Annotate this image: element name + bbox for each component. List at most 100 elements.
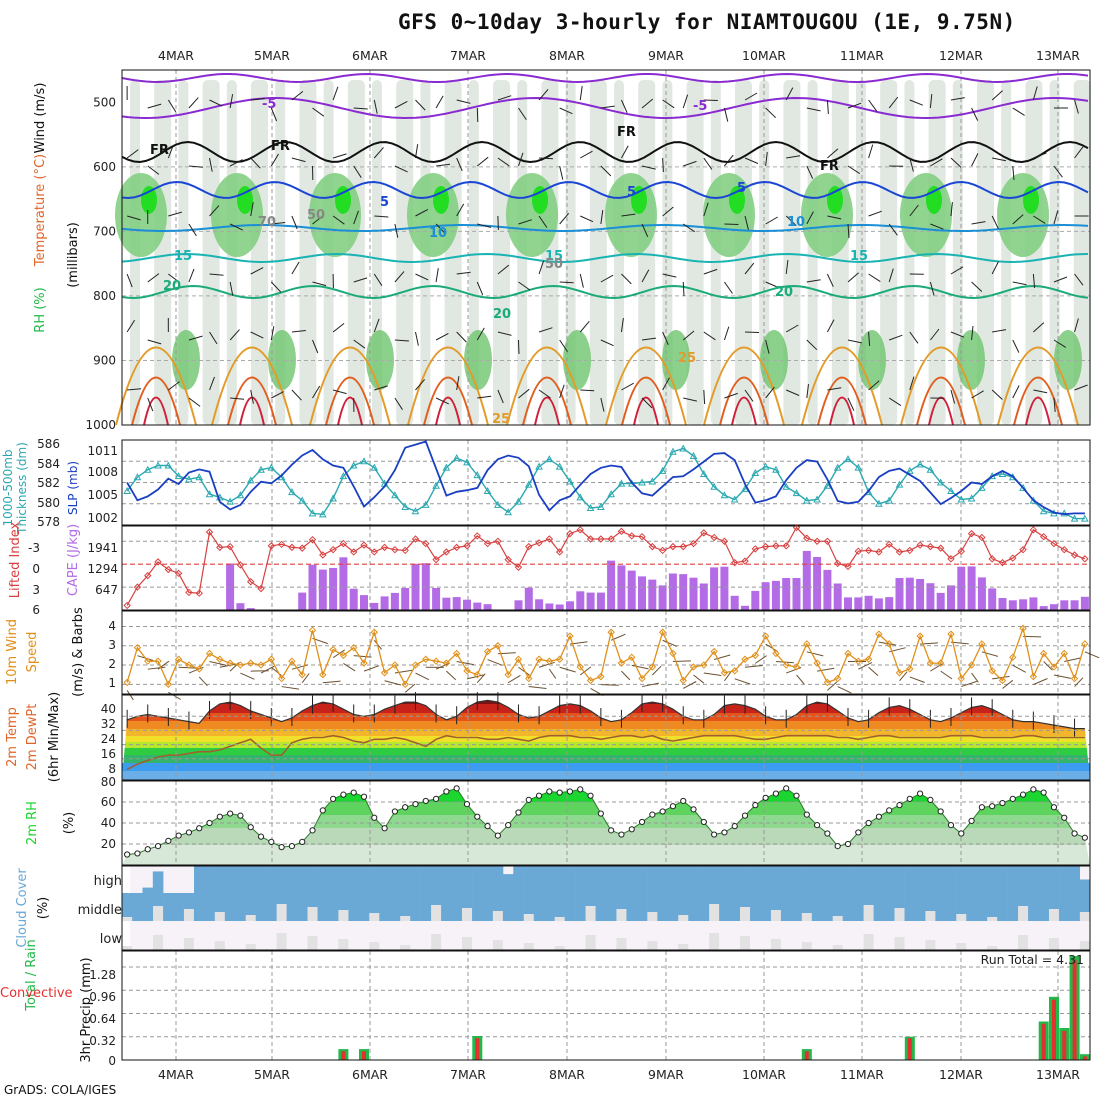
cloud-middle-bar — [544, 893, 555, 921]
cloud-high-bar — [564, 866, 576, 893]
lifted-index-marker — [792, 523, 801, 532]
wind-barb — [641, 269, 650, 283]
surface-wind-barb — [651, 665, 662, 676]
thickness-marker — [566, 477, 574, 485]
thickness-marker — [185, 475, 193, 483]
lifted-index-marker — [1070, 551, 1079, 559]
rh-marker — [247, 824, 254, 831]
wind-barb — [806, 211, 814, 225]
thickness-marker — [246, 476, 255, 484]
wind-barb — [724, 392, 738, 399]
cloud-high-bar — [719, 866, 730, 893]
cloud-middle-bar — [224, 893, 236, 921]
thickness-marker — [494, 500, 502, 508]
rh-marker — [227, 810, 234, 817]
rh-marker — [185, 829, 193, 836]
wind-barb — [600, 105, 615, 109]
thickness-marker — [1081, 514, 1089, 522]
lifted-index-marker — [607, 535, 615, 543]
cloud-middle-bar — [472, 893, 483, 921]
wind-barb — [621, 145, 629, 159]
slp-tick-label: 1005 — [87, 488, 118, 502]
cloud-high-bar — [204, 866, 215, 893]
rh-marker — [319, 807, 326, 814]
wind-barb — [1053, 210, 1059, 225]
lifted-index-marker — [967, 529, 976, 538]
temperature-color-band — [122, 700, 1090, 704]
surface-wind-barb — [1043, 661, 1053, 671]
precip-convective-bar — [1052, 999, 1056, 1060]
axis-label-convective: Convective — [0, 986, 73, 1001]
wind-speed-marker — [391, 661, 399, 669]
thickness-marker — [133, 473, 142, 481]
cloud-middle-bar — [441, 893, 452, 921]
cloud-gap-bar — [987, 946, 998, 950]
cape-bar — [535, 599, 544, 610]
surface-wind-barb — [621, 670, 631, 681]
temperature-tick-label: 8 — [108, 762, 116, 776]
wind-barb — [291, 157, 306, 163]
cloud-middle-bar — [873, 893, 885, 921]
lifted-index-marker — [998, 558, 1007, 567]
surface-wind-barb — [662, 639, 677, 647]
thickness-marker — [318, 510, 327, 518]
cloud-high-bar — [286, 866, 298, 893]
rh-marker — [381, 825, 388, 832]
wind-speed-marker — [432, 657, 440, 665]
wind-barb — [188, 223, 197, 237]
cloud-high-bar — [997, 866, 1008, 893]
isotherm-35 — [928, 396, 954, 426]
wind-barb — [353, 107, 368, 110]
cloud-gap-bar — [400, 916, 411, 921]
wind-barb — [147, 339, 162, 345]
axis-label-minmax: (6hr Min/Max) — [47, 692, 62, 782]
wind-barb — [1032, 86, 1038, 101]
rh-marker — [371, 814, 378, 821]
wind-speed-marker — [226, 659, 234, 667]
surface-wind-barb — [353, 655, 372, 658]
thickness-marker — [658, 466, 667, 474]
lifted-index-marker — [1019, 545, 1027, 554]
lifted-index-marker — [823, 537, 832, 545]
wind-barb — [683, 160, 697, 167]
wind-speed-marker — [597, 672, 605, 681]
wind-barb — [250, 267, 264, 275]
wind-barb — [580, 150, 593, 159]
lifted-index-marker — [525, 542, 533, 551]
cape-bar — [442, 597, 451, 610]
surface-wind-barb — [507, 674, 521, 684]
isotherm-35 — [633, 396, 659, 426]
wind-speed-marker — [566, 632, 574, 640]
wind-speed-marker — [957, 674, 965, 683]
cloud-middle-bar — [482, 893, 493, 921]
isotherm-25 — [506, 346, 588, 426]
cape-bar — [545, 603, 554, 610]
wind-speed-marker — [247, 659, 255, 667]
isotherm-35 — [731, 396, 757, 426]
thickness-marker — [473, 471, 482, 479]
wind-barb — [971, 153, 979, 167]
wind-speed-marker — [648, 663, 657, 671]
rh-marker — [154, 843, 162, 850]
thickness-line — [126, 447, 1085, 520]
cape-bar — [864, 595, 873, 610]
wind-barb — [271, 391, 285, 399]
cape-bar — [607, 560, 616, 610]
rh-marker — [535, 792, 543, 799]
lifted-index-marker — [185, 588, 193, 597]
wind-speed-marker — [555, 655, 564, 663]
cape-tick-label: 1294 — [87, 562, 118, 576]
wind-barb — [620, 99, 628, 114]
wind-barb — [744, 389, 754, 402]
wind-barb — [312, 385, 321, 399]
rh-shade-band — [831, 80, 849, 425]
wind-barb — [744, 157, 759, 164]
rh-shade-band — [977, 80, 994, 425]
lifted-index-marker — [916, 541, 924, 549]
wind-speed-marker — [525, 674, 533, 683]
bottom-date-label: 4MAR — [158, 1067, 194, 1082]
thickness-marker — [257, 465, 265, 473]
wind-barb — [950, 266, 964, 275]
cape-bar — [236, 603, 245, 610]
rh-marker — [669, 803, 677, 810]
